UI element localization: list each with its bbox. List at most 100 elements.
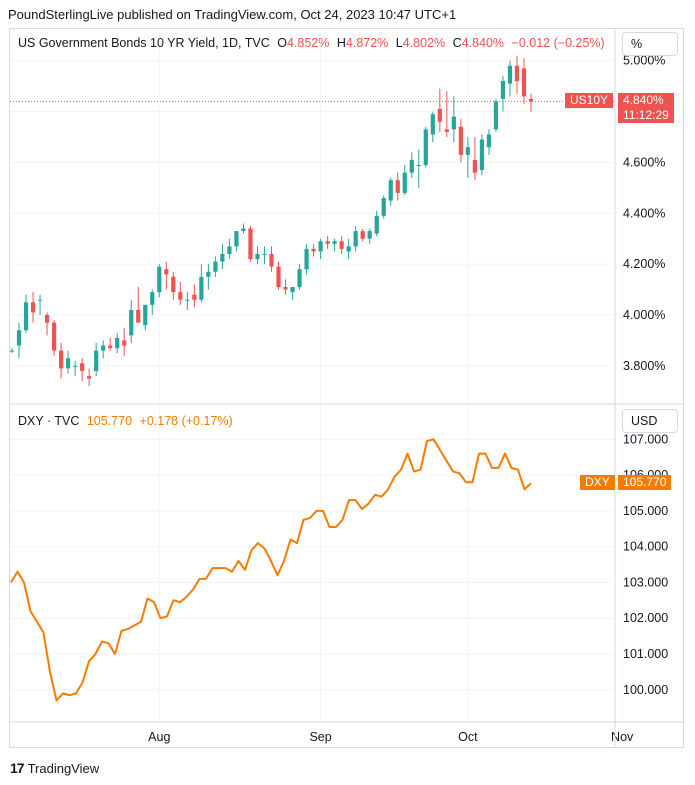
bottom-legend: DXY · TVC 105.770 +0.178 (+0.17%) [18, 414, 233, 428]
candle-body [346, 246, 351, 252]
dxy-y-tick-label: 100.000 [623, 683, 668, 697]
candle-body [206, 271, 211, 277]
candle-body [339, 241, 344, 249]
candle-body [437, 109, 442, 122]
candle-body [472, 159, 477, 173]
dxy-series-line [10, 438, 532, 702]
dxy-y-tick-label: 104.000 [623, 540, 668, 554]
candle-body [16, 330, 22, 346]
candle-body [395, 180, 400, 193]
legend-close-value: 4.840% [461, 36, 505, 50]
candle-body [297, 269, 302, 288]
legend-open-value: 4.852% [286, 36, 330, 50]
candle-body [87, 376, 92, 379]
candle-body [458, 126, 463, 155]
dxy-legend-value: 105.770 [86, 414, 133, 428]
dxy-y-tick-label: 103.000 [623, 575, 668, 589]
us10y-price-tag: 4.840% 11:12:29 [618, 93, 674, 124]
us10y-price-value: 4.840% [623, 93, 664, 108]
candle-body [143, 304, 148, 326]
candle-body [178, 292, 183, 300]
y-tick-label: 4.000% [623, 308, 665, 322]
candle-body [269, 253, 274, 267]
x-tick-label: Nov [611, 730, 634, 744]
candle-body [220, 253, 225, 262]
tradingview-wordmark: TradingView [27, 760, 100, 776]
legend-open-label: O [277, 36, 287, 50]
candle-body [423, 129, 428, 165]
legend-low-value: 4.802% [402, 36, 446, 50]
candle-body [23, 302, 29, 331]
y-tick-label: 5.000% [623, 54, 665, 68]
dxy-price-tag: 105.770 [618, 475, 672, 491]
candle-body [80, 363, 85, 371]
candle-body [9, 350, 15, 352]
candle-body [227, 246, 232, 254]
candle-body [51, 322, 57, 351]
candle-body [213, 261, 218, 272]
dxy-y-tick-label: 107.000 [623, 432, 668, 446]
candle-body [37, 299, 43, 301]
candle-body [332, 241, 337, 244]
dxy-y-tick-label: 101.000 [623, 647, 668, 661]
legend-high-value: 4.872% [345, 36, 389, 50]
candle-body [507, 65, 513, 84]
y-tick-label: 4.600% [623, 155, 665, 169]
dxy-legend-change: +0.178 (+0.17%) [139, 414, 233, 428]
candle-body [304, 248, 309, 270]
candle-body [262, 253, 267, 255]
candle-body [58, 350, 64, 369]
candle-body [325, 241, 330, 244]
x-tick-label: Oct [458, 730, 478, 744]
y-tick-label: 4.400% [623, 206, 665, 220]
footer-brand[interactable]: 17 TradingView [10, 760, 99, 776]
publisher-caption: PoundSterlingLive published on TradingVi… [8, 7, 457, 22]
legend-symbol: US Government Bonds 10 YR Yield, 1D, TVC [18, 36, 270, 50]
candle-body [73, 365, 78, 367]
candle-body [451, 116, 456, 130]
tradingview-logo-icon: 17 [10, 760, 25, 776]
candle-body [150, 292, 155, 305]
y-tick-label: 3.800% [623, 359, 665, 373]
legend-change: −0.012 (−0.25%) [511, 36, 605, 50]
x-tick-label: Aug [148, 730, 170, 744]
candle-body [416, 164, 421, 166]
top-legend: US Government Bonds 10 YR Yield, 1D, TVC… [18, 36, 605, 50]
top-unit-button[interactable]: % [622, 32, 678, 56]
candle-body [388, 180, 393, 201]
legend-high-label: H [336, 36, 346, 50]
dxy-legend-symbol: DXY · TVC [18, 414, 80, 428]
candle-body [374, 215, 379, 234]
candle-body [171, 276, 176, 293]
candle-body [367, 231, 372, 239]
x-tick-label: Sep [309, 730, 331, 744]
candle-body [248, 228, 253, 260]
candle-body [185, 299, 190, 301]
us10y-countdown: 11:12:29 [623, 108, 669, 123]
candle-body [192, 294, 197, 300]
candle-body [528, 98, 534, 102]
chart-frame [9, 28, 684, 748]
candle-body [402, 172, 407, 193]
candle-body [353, 231, 358, 247]
candle-body [234, 231, 239, 247]
candle-body [94, 350, 99, 371]
candle-body [409, 159, 414, 173]
candle-body [290, 287, 295, 293]
candle-body [521, 68, 527, 97]
candle-body [486, 134, 492, 148]
candle-body [465, 147, 470, 155]
candle-body [493, 101, 499, 130]
candle-body [108, 345, 113, 349]
candle-body [136, 309, 141, 323]
candle-body [101, 345, 106, 351]
candle-body [129, 309, 134, 336]
y-tick-label: 4.200% [623, 257, 665, 271]
candle-body [122, 340, 127, 346]
bottom-unit-button[interactable]: USD [622, 409, 678, 433]
dxy-y-tick-label: 105.000 [623, 504, 668, 518]
candle-body [283, 287, 288, 290]
candle-body [318, 241, 323, 252]
dxy-y-tick-label: 102.000 [623, 611, 668, 625]
